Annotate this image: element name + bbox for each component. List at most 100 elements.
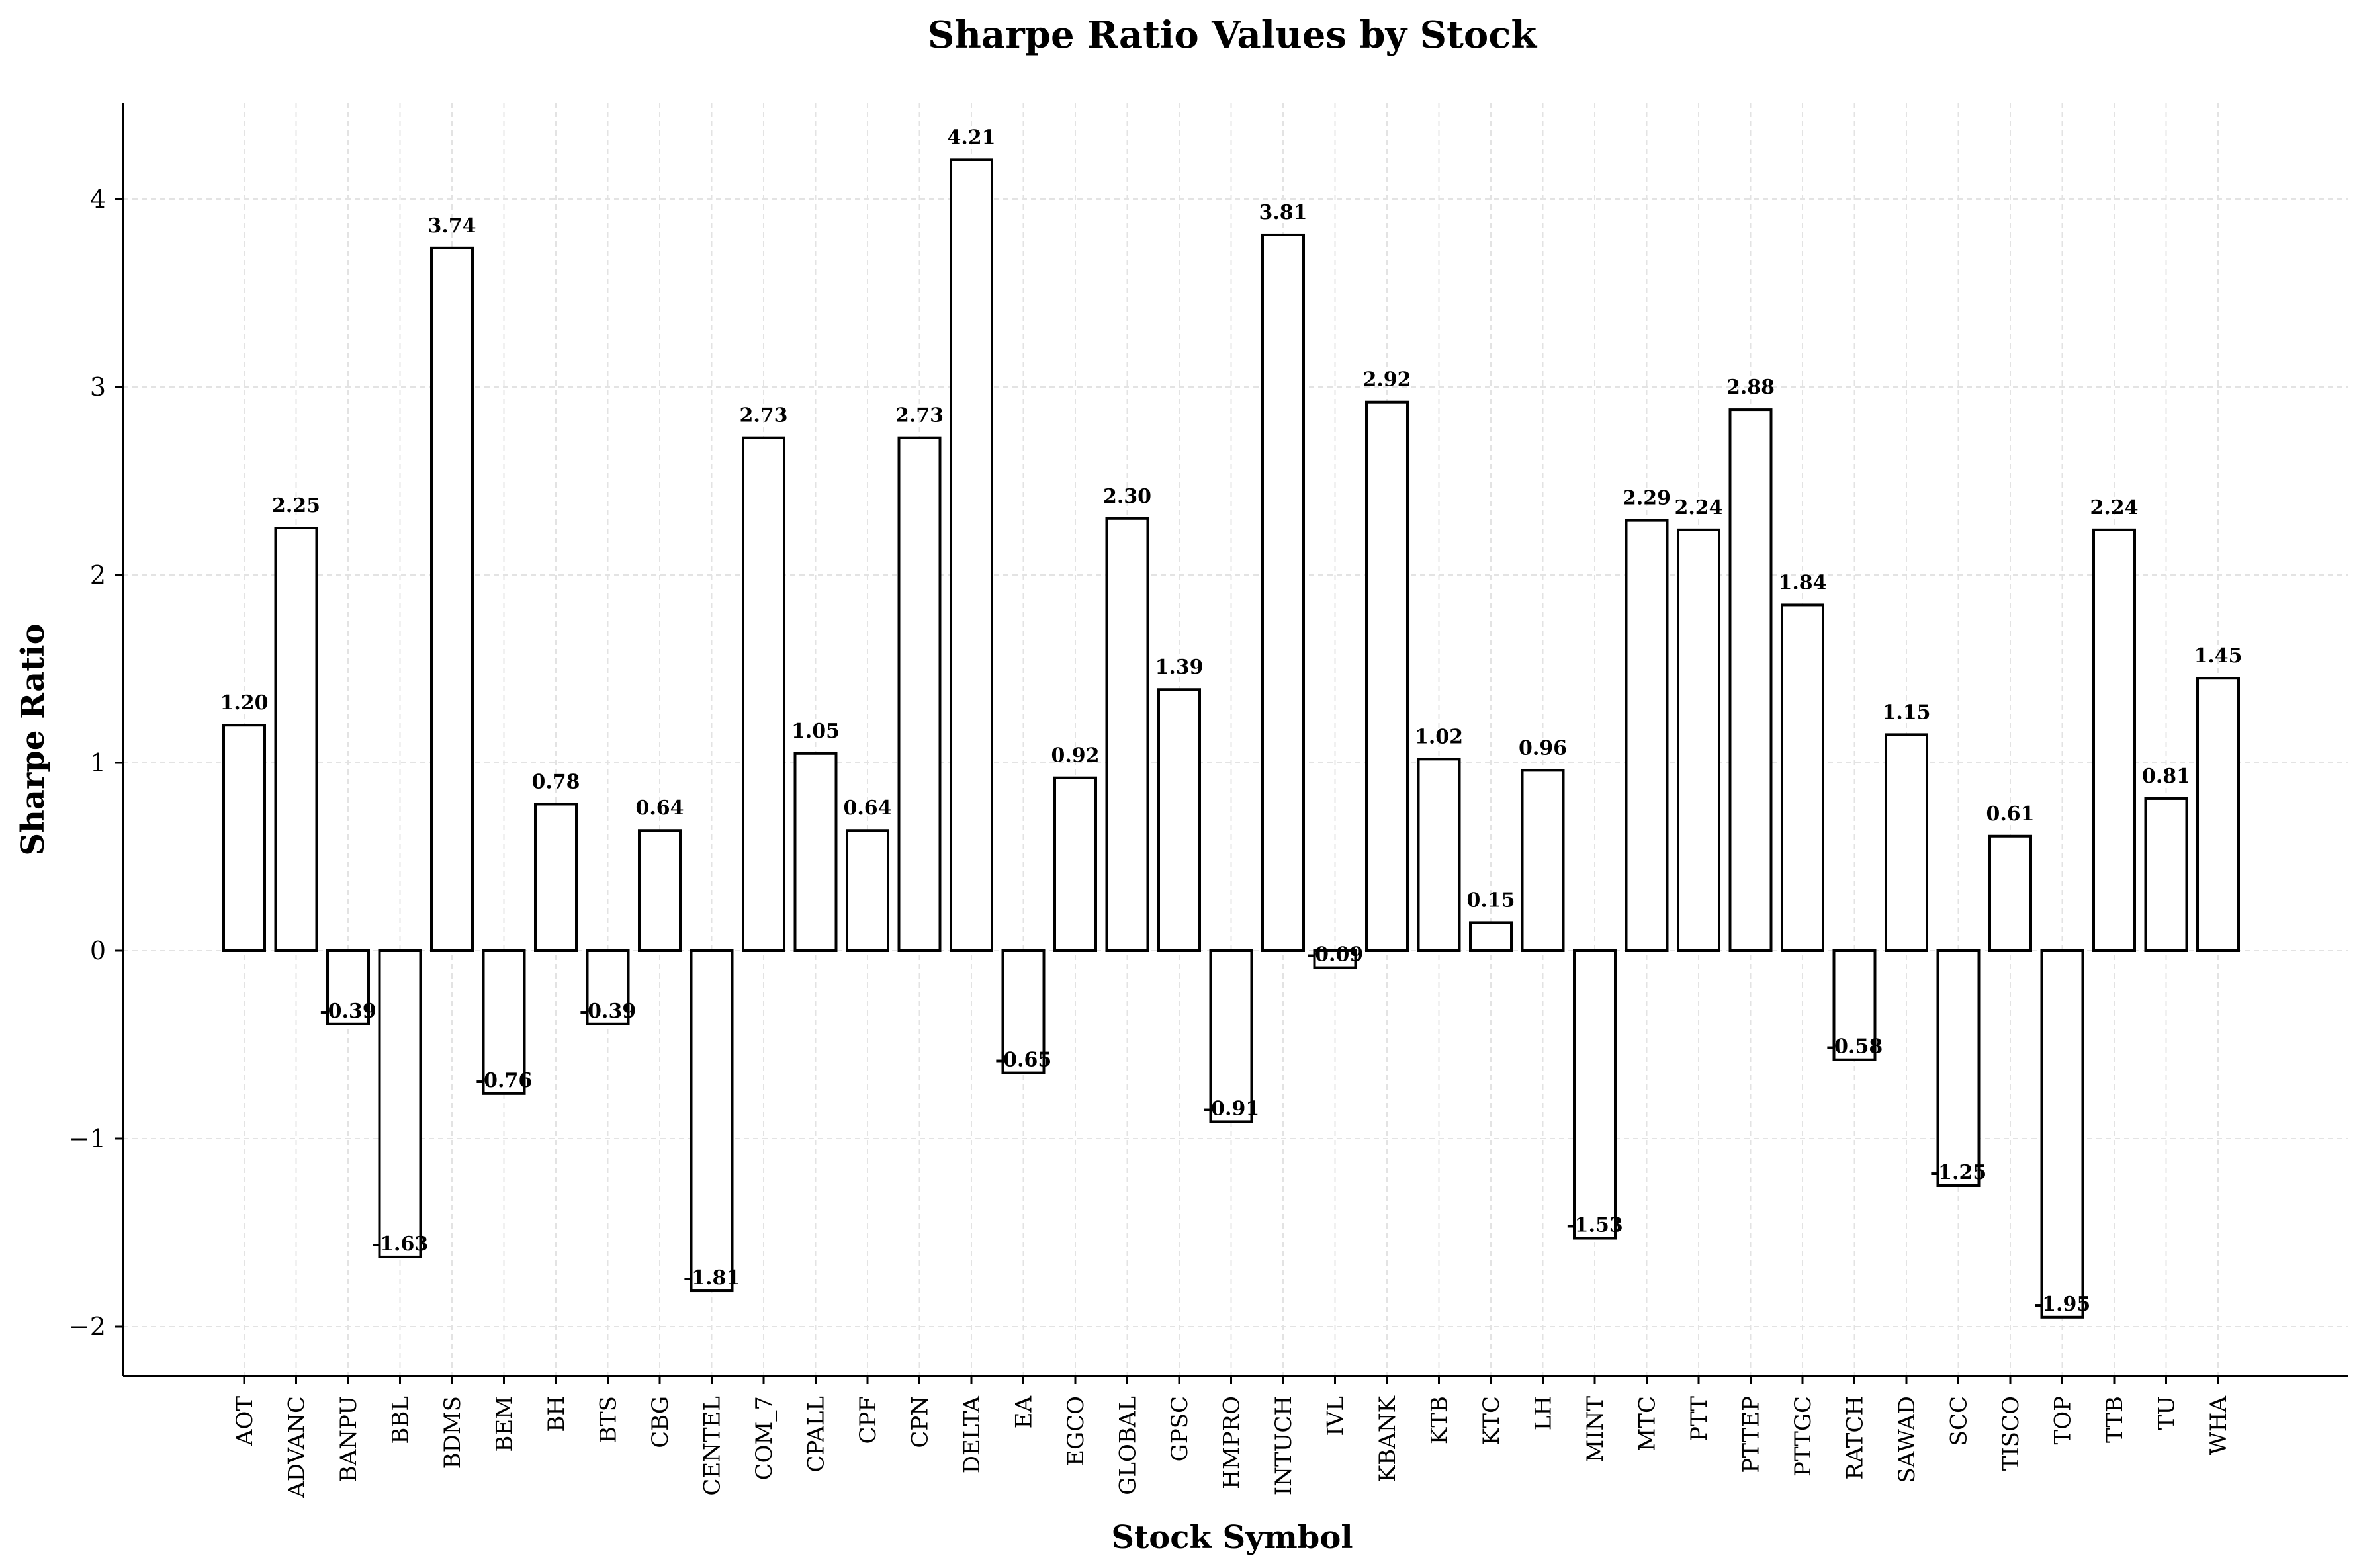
value-label: 0.64 [843, 797, 891, 820]
bar-intuch [1261, 233, 1305, 953]
value-label: -0.39 [580, 1000, 637, 1023]
value-labels: 1.20 2.25 -0.39 -1.63 3.74 -0.76 0.78 -0.39 0.64… [220, 126, 2242, 1315]
value-label: 3.81 [1259, 201, 1307, 224]
x-tick-label: TU [2154, 1396, 2180, 1430]
chart-title: Sharpe Ratio Values by Stock [928, 13, 1538, 57]
x-axis-title: Stock Symbol [1111, 1519, 1353, 1556]
bar-delta [950, 158, 993, 953]
x-tick-label: EGCO [1063, 1396, 1089, 1466]
y-ticks: −2 −1 0 1 2 3 4 [69, 185, 123, 1341]
bar-egco [1053, 776, 1097, 952]
value-label: -1.95 [2034, 1293, 2091, 1316]
bar-pttgc [1781, 603, 1824, 952]
x-tick-label: GPSC [1167, 1396, 1193, 1461]
value-label: 0.64 [635, 797, 684, 820]
bar-sawad [1885, 733, 1928, 953]
y-tick-label: −2 [69, 1312, 106, 1341]
x-tick-label: AOT [232, 1396, 258, 1446]
x-tick-label: INTUCH [1270, 1396, 1297, 1495]
x-tick-label: MTC [1634, 1396, 1661, 1452]
y-tick-label: 0 [90, 936, 106, 965]
x-tick-label: BBL [388, 1396, 414, 1444]
bar-centel [690, 949, 734, 1293]
x-tick-label: TTB [2102, 1396, 2128, 1443]
x-tick-label: CBG [647, 1396, 674, 1448]
value-label: 0.78 [531, 770, 580, 793]
bar-global [1105, 517, 1149, 952]
bar-ptt [1677, 528, 1720, 952]
x-tick-label: CPALL [803, 1396, 830, 1472]
bar-cpn [897, 436, 942, 952]
x-tick-label: WHA [2205, 1396, 2232, 1456]
bar-tu [2144, 797, 2188, 952]
x-tick-label: DELTA [959, 1396, 985, 1474]
x-ticks: AOT ADVANC BANPU BBL BDMS BEM BH BTS CBG CENTEL CO… [232, 1376, 2232, 1499]
y-tick-label: −1 [69, 1124, 106, 1153]
bar-ktb [1417, 758, 1461, 952]
bar-bts [586, 949, 630, 1025]
bar-lh [1521, 769, 1565, 952]
bar-ratch [1832, 949, 1877, 1061]
bar-ktc [1469, 921, 1513, 953]
value-label: 2.25 [272, 494, 320, 517]
bars [222, 158, 2240, 1319]
y-tick-label: 1 [90, 748, 106, 777]
x-tick-label: LH [1531, 1396, 1557, 1430]
y-axis-title: Sharpe Ratio [15, 623, 52, 855]
x-tick-label: PTTGC [1790, 1396, 1816, 1477]
bar-kbank [1365, 400, 1409, 952]
bar-bh [534, 803, 578, 952]
value-label: 1.84 [1778, 571, 1826, 594]
value-label: 2.88 [1726, 376, 1775, 399]
value-label: 1.05 [791, 720, 840, 743]
value-label: 2.73 [895, 404, 944, 427]
value-label: 2.73 [739, 404, 787, 427]
bar-gpsc [1157, 688, 1201, 952]
bar-cpall [793, 752, 838, 953]
y-tick-label: 2 [90, 560, 106, 589]
x-tick-label: BDMS [439, 1396, 466, 1469]
value-label: -0.76 [476, 1069, 533, 1092]
value-label: 0.61 [1986, 803, 2034, 826]
value-label: 1.39 [1155, 656, 1203, 679]
x-tick-label: TOP [2050, 1396, 2076, 1444]
bar-bem [482, 949, 526, 1095]
value-label: 2.30 [1103, 485, 1151, 508]
bar-ttb [2092, 528, 2136, 952]
value-label: -1.81 [684, 1266, 740, 1289]
x-tick-label: MINT [1582, 1396, 1609, 1463]
x-tick-label: PTT [1686, 1396, 1713, 1442]
x-tick-label: KTC [1478, 1396, 1505, 1445]
value-label: 2.24 [1674, 496, 1722, 519]
x-tick-label: BH [543, 1396, 570, 1432]
bar-advanc [274, 527, 318, 952]
x-tick-label: BEM [492, 1396, 518, 1452]
value-label: 2.24 [2090, 496, 2138, 519]
bar-ea [1001, 949, 1046, 1074]
y-tick-label: 3 [90, 372, 106, 402]
x-tick-label: KBANK [1374, 1395, 1401, 1482]
y-tick-label: 4 [90, 185, 106, 214]
bar-hmpro [1209, 949, 1253, 1123]
value-label: 4.21 [947, 126, 995, 149]
value-label: 0.81 [2142, 765, 2190, 788]
x-tick-label: SAWAD [1894, 1396, 1920, 1483]
value-label: -1.25 [1930, 1161, 1987, 1184]
bar-com_7 [742, 436, 785, 952]
x-tick-label: IVL [1323, 1396, 1349, 1436]
bar-bbl [378, 949, 422, 1258]
bar-top [2040, 949, 2084, 1319]
x-tick-label: GLOBAL [1115, 1396, 1141, 1495]
x-tick-label: COM_7 [751, 1396, 778, 1480]
value-label: -1.63 [372, 1233, 429, 1256]
x-tick-label: SCC [1946, 1396, 1973, 1446]
value-label: 1.02 [1415, 725, 1463, 748]
value-label: 0.96 [1519, 736, 1567, 760]
bar-scc [1936, 949, 1981, 1187]
bar-ivl [1313, 949, 1357, 969]
bar-aot [222, 724, 266, 952]
bar-tisco [1988, 834, 2032, 953]
value-label: -0.39 [320, 1000, 377, 1023]
value-label: -0.58 [1826, 1035, 1883, 1059]
